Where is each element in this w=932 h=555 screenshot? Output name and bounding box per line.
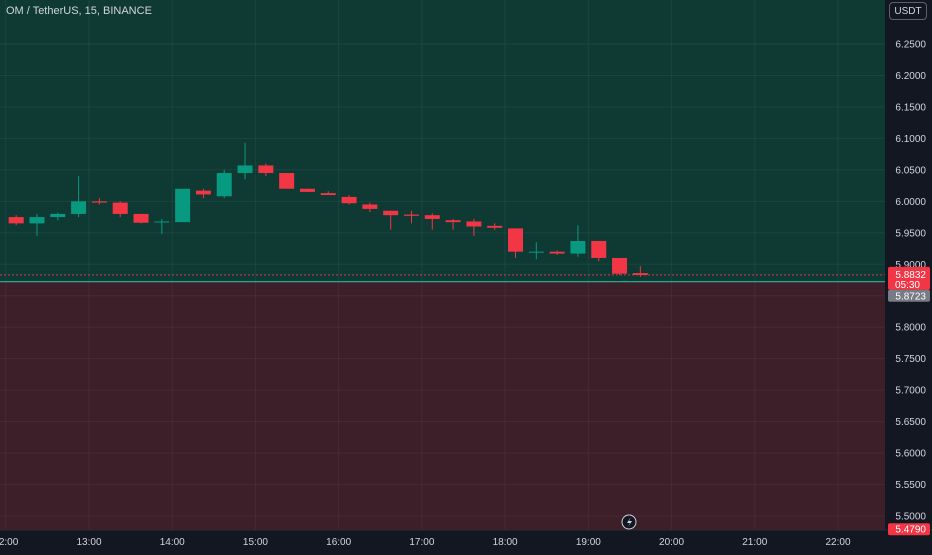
price-tick-label: 5.7500 (895, 354, 926, 365)
candle-body (591, 240, 607, 258)
candle-body (487, 225, 503, 228)
stop-price-badge (888, 523, 930, 536)
price-tick-label: 5.5000 (895, 512, 926, 523)
current-price-label: 5.8832 (895, 270, 926, 281)
time-tick-label: 16:00 (326, 537, 351, 548)
price-tick-label: 5.7000 (895, 386, 926, 397)
price-tick-label: 5.8000 (895, 323, 926, 334)
candle-body (237, 165, 253, 174)
price-tick-label: 6.0500 (895, 165, 926, 176)
candle-body (362, 204, 378, 209)
time-axis-background (0, 530, 932, 550)
candle-body (403, 214, 419, 216)
currency-button[interactable]: USDT (889, 2, 927, 20)
time-tick-label: 22:00 (825, 537, 850, 548)
stop-price-label: 5.4790 (895, 525, 926, 536)
time-tick-label: 15:00 (243, 537, 268, 548)
chart-grid (0, 0, 885, 530)
price-tick-label: 5.9000 (895, 260, 926, 271)
time-tick-label: 12:00 (0, 537, 19, 548)
bar-countdown-label: 05:30 (895, 280, 920, 291)
price-tick-label: 6.1500 (895, 102, 926, 113)
price-tick-label: 5.5500 (895, 480, 926, 491)
price-tick-label: 5.9500 (895, 228, 926, 239)
price-tick-label: 6.1000 (895, 134, 926, 145)
price-tick-label: 5.6500 (895, 417, 926, 428)
candle-body (466, 221, 482, 227)
candle-body (195, 190, 211, 195)
candle-body (320, 193, 336, 196)
profit-zone (0, 0, 885, 282)
price-tick-label: 6.0000 (895, 197, 926, 208)
time-axis: 12:00 13:00 14:00 15:00 16:00 17:00 18:00 19:00… (0, 514, 932, 550)
candle-body (216, 173, 232, 197)
candle-body (279, 173, 295, 189)
candle-body (528, 251, 544, 253)
entry-price-label: 5.8723 (895, 292, 926, 303)
candle-body (632, 273, 648, 275)
candle-body (50, 213, 66, 218)
time-tick-label: 14:00 (160, 537, 185, 548)
candle-series (8, 142, 648, 277)
time-tick-label: 13:00 (76, 537, 101, 548)
lightning-icon (621, 514, 637, 530)
candle-body (570, 240, 586, 254)
candle-body (154, 221, 170, 223)
symbol-title[interactable]: OM / TetherUS, 15, BINANCE (6, 5, 152, 17)
candle-body (612, 257, 628, 274)
candle-body (91, 201, 107, 203)
candle-body (112, 202, 128, 214)
price-tick-label: 5.6000 (895, 449, 926, 460)
time-tick-label: 19:00 (576, 537, 601, 548)
time-tick-label: 18:00 (493, 537, 518, 548)
price-tick-label: 6.2000 (895, 71, 926, 82)
candle-body (258, 165, 274, 174)
candle-body (424, 215, 440, 219)
candle-body (508, 228, 524, 252)
position-zones (0, 0, 885, 530)
candle-body (549, 251, 565, 254)
time-tick-label: 17:00 (409, 537, 434, 548)
candle-body (383, 210, 399, 216)
candle-body (8, 217, 24, 224)
candle-body (299, 188, 315, 192)
price-lines (0, 274, 885, 283)
lightning-icon-bolt (627, 517, 632, 527)
time-tick-label: 21:00 (742, 537, 767, 548)
candle-body (29, 217, 45, 224)
time-tick-label: 20:00 (659, 537, 684, 548)
candle-body (445, 220, 461, 223)
price-tick-label: 6.2500 (895, 40, 926, 51)
candle-body (133, 213, 149, 223)
candle-body (175, 188, 191, 223)
candle-body (71, 201, 87, 214)
current-price-badge (888, 266, 930, 290)
loss-zone (0, 281, 885, 530)
candle-body (341, 196, 357, 204)
entry-price-badge (888, 289, 930, 302)
